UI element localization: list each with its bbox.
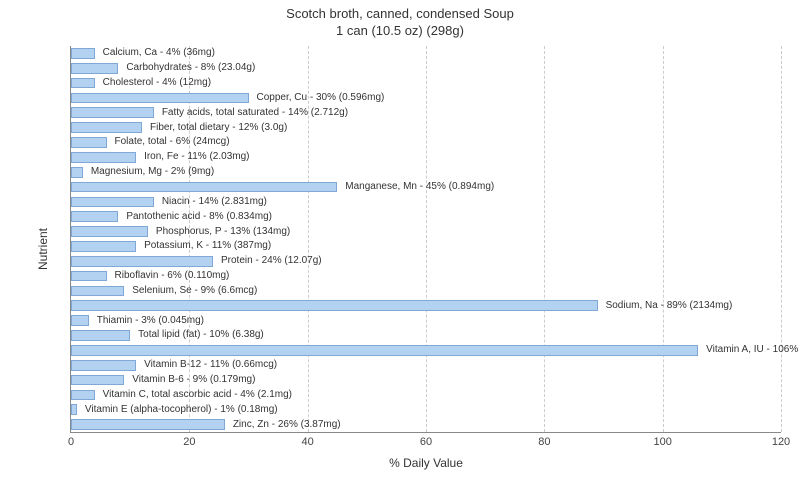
nutrient-bar [71, 390, 95, 401]
bar-row: Calcium, Ca - 4% (36mg) [71, 48, 781, 59]
nutrient-bar [71, 48, 95, 59]
nutrient-bar [71, 63, 118, 74]
bar-row: Iron, Fe - 11% (2.03mg) [71, 152, 781, 163]
nutrient-label: Calcium, Ca - 4% (36mg) [99, 48, 215, 58]
bar-row: Pantothenic acid - 8% (0.834mg) [71, 211, 781, 222]
nutrient-bar [71, 107, 154, 118]
bar-row: Magnesium, Mg - 2% (9mg) [71, 167, 781, 178]
nutrient-bar [71, 404, 77, 415]
nutrient-label: Vitamin E (alpha-tocopherol) - 1% (0.18m… [81, 405, 278, 415]
nutrient-bar [71, 241, 136, 252]
nutrient-bar [71, 286, 124, 297]
chart-title-line2: 1 can (10.5 oz) (298g) [0, 23, 800, 40]
bar-row: Potassium, K - 11% (387mg) [71, 241, 781, 252]
bar-row: Selenium, Se - 9% (6.6mcg) [71, 286, 781, 297]
bar-row: Vitamin A, IU - 106% (5301IU) [71, 345, 781, 356]
x-tick-label: 80 [538, 436, 550, 448]
nutrient-bar [71, 122, 142, 133]
nutrient-label: Vitamin B-12 - 11% (0.66mcg) [140, 360, 277, 370]
nutrient-label: Carbohydrates - 8% (23.04g) [122, 63, 255, 73]
nutrient-label: Copper, Cu - 30% (0.596mg) [253, 93, 385, 103]
nutrient-label: Potassium, K - 11% (387mg) [140, 241, 271, 251]
nutrient-bar [71, 419, 225, 430]
nutrient-bar [71, 256, 213, 267]
x-tick-label: 60 [420, 436, 432, 448]
nutrient-label: Iron, Fe - 11% (2.03mg) [140, 152, 249, 162]
bar-row: Zinc, Zn - 26% (3.87mg) [71, 419, 781, 430]
nutrient-label: Total lipid (fat) - 10% (6.38g) [134, 330, 264, 340]
nutrient-bar [71, 330, 130, 341]
chart-area: Nutrient 020406080100120 Calcium, Ca - 4… [50, 46, 780, 452]
nutrient-label: Vitamin B-6 - 9% (0.179mg) [128, 375, 255, 385]
bar-row: Total lipid (fat) - 10% (6.38g) [71, 330, 781, 341]
grid-line [781, 46, 782, 432]
nutrient-bar [71, 152, 136, 163]
nutrient-bar [71, 226, 148, 237]
bar-row: Thiamin - 3% (0.045mg) [71, 315, 781, 326]
bar-row: Niacin - 14% (2.831mg) [71, 197, 781, 208]
bar-row: Vitamin E (alpha-tocopherol) - 1% (0.18m… [71, 404, 781, 415]
nutrient-bar [71, 78, 95, 89]
nutrient-bar [71, 182, 337, 193]
nutrient-label: Manganese, Mn - 45% (0.894mg) [341, 182, 494, 192]
x-tick-label: 100 [653, 436, 671, 448]
nutrient-bar [71, 315, 89, 326]
bar-row: Vitamin B-6 - 9% (0.179mg) [71, 375, 781, 386]
bar-row: Protein - 24% (12.07g) [71, 256, 781, 267]
nutrient-label: Cholesterol - 4% (12mg) [99, 78, 211, 88]
nutrient-label: Selenium, Se - 9% (6.6mcg) [128, 286, 257, 296]
nutrient-bar [71, 300, 598, 311]
nutrient-label: Fatty acids, total saturated - 14% (2.71… [158, 108, 348, 118]
bar-row: Sodium, Na - 89% (2134mg) [71, 300, 781, 311]
nutrient-label: Riboflavin - 6% (0.110mg) [111, 271, 230, 281]
x-axis-title: % Daily Value [389, 456, 463, 470]
nutrient-label: Folate, total - 6% (24mcg) [111, 137, 230, 147]
chart-title-line1: Scotch broth, canned, condensed Soup [0, 6, 800, 23]
bar-row: Vitamin C, total ascorbic acid - 4% (2.1… [71, 390, 781, 401]
nutrient-label: Pantothenic acid - 8% (0.834mg) [122, 212, 272, 222]
x-tick-label: 40 [302, 436, 314, 448]
bar-row: Copper, Cu - 30% (0.596mg) [71, 93, 781, 104]
nutrient-label: Phosphorus, P - 13% (134mg) [152, 227, 290, 237]
nutrient-label: Thiamin - 3% (0.045mg) [93, 316, 204, 326]
bar-row: Fiber, total dietary - 12% (3.0g) [71, 122, 781, 133]
bar-row: Folate, total - 6% (24mcg) [71, 137, 781, 148]
nutrient-bar [71, 93, 249, 104]
bar-row: Cholesterol - 4% (12mg) [71, 78, 781, 89]
nutrient-bar [71, 345, 698, 356]
nutrient-label: Protein - 24% (12.07g) [217, 256, 322, 266]
nutrient-label: Fiber, total dietary - 12% (3.0g) [146, 123, 287, 133]
bar-row: Fatty acids, total saturated - 14% (2.71… [71, 107, 781, 118]
nutrient-label: Magnesium, Mg - 2% (9mg) [87, 167, 214, 177]
nutrient-bar [71, 137, 107, 148]
nutrient-label: Vitamin C, total ascorbic acid - 4% (2.1… [99, 390, 292, 400]
nutrient-bar [71, 197, 154, 208]
bar-row: Carbohydrates - 8% (23.04g) [71, 63, 781, 74]
y-axis-title: Nutrient [36, 228, 50, 270]
nutrient-label: Zinc, Zn - 26% (3.87mg) [229, 420, 341, 430]
chart-title: Scotch broth, canned, condensed Soup 1 c… [0, 0, 800, 40]
bar-row: Riboflavin - 6% (0.110mg) [71, 271, 781, 282]
x-tick-label: 0 [68, 436, 74, 448]
nutrient-label: Vitamin A, IU - 106% (5301IU) [702, 345, 800, 355]
bar-row: Phosphorus, P - 13% (134mg) [71, 226, 781, 237]
nutrient-label: Sodium, Na - 89% (2134mg) [602, 301, 733, 311]
nutrient-bar [71, 271, 107, 282]
bar-row: Manganese, Mn - 45% (0.894mg) [71, 182, 781, 193]
nutrient-bar [71, 167, 83, 178]
nutrient-bar [71, 211, 118, 222]
plot-region: 020406080100120 Calcium, Ca - 4% (36mg)C… [70, 46, 781, 433]
nutrient-bar [71, 375, 124, 386]
nutrient-label: Niacin - 14% (2.831mg) [158, 197, 267, 207]
bar-row: Vitamin B-12 - 11% (0.66mcg) [71, 360, 781, 371]
x-tick-label: 20 [183, 436, 195, 448]
x-tick-label: 120 [772, 436, 790, 448]
nutrient-bar [71, 360, 136, 371]
